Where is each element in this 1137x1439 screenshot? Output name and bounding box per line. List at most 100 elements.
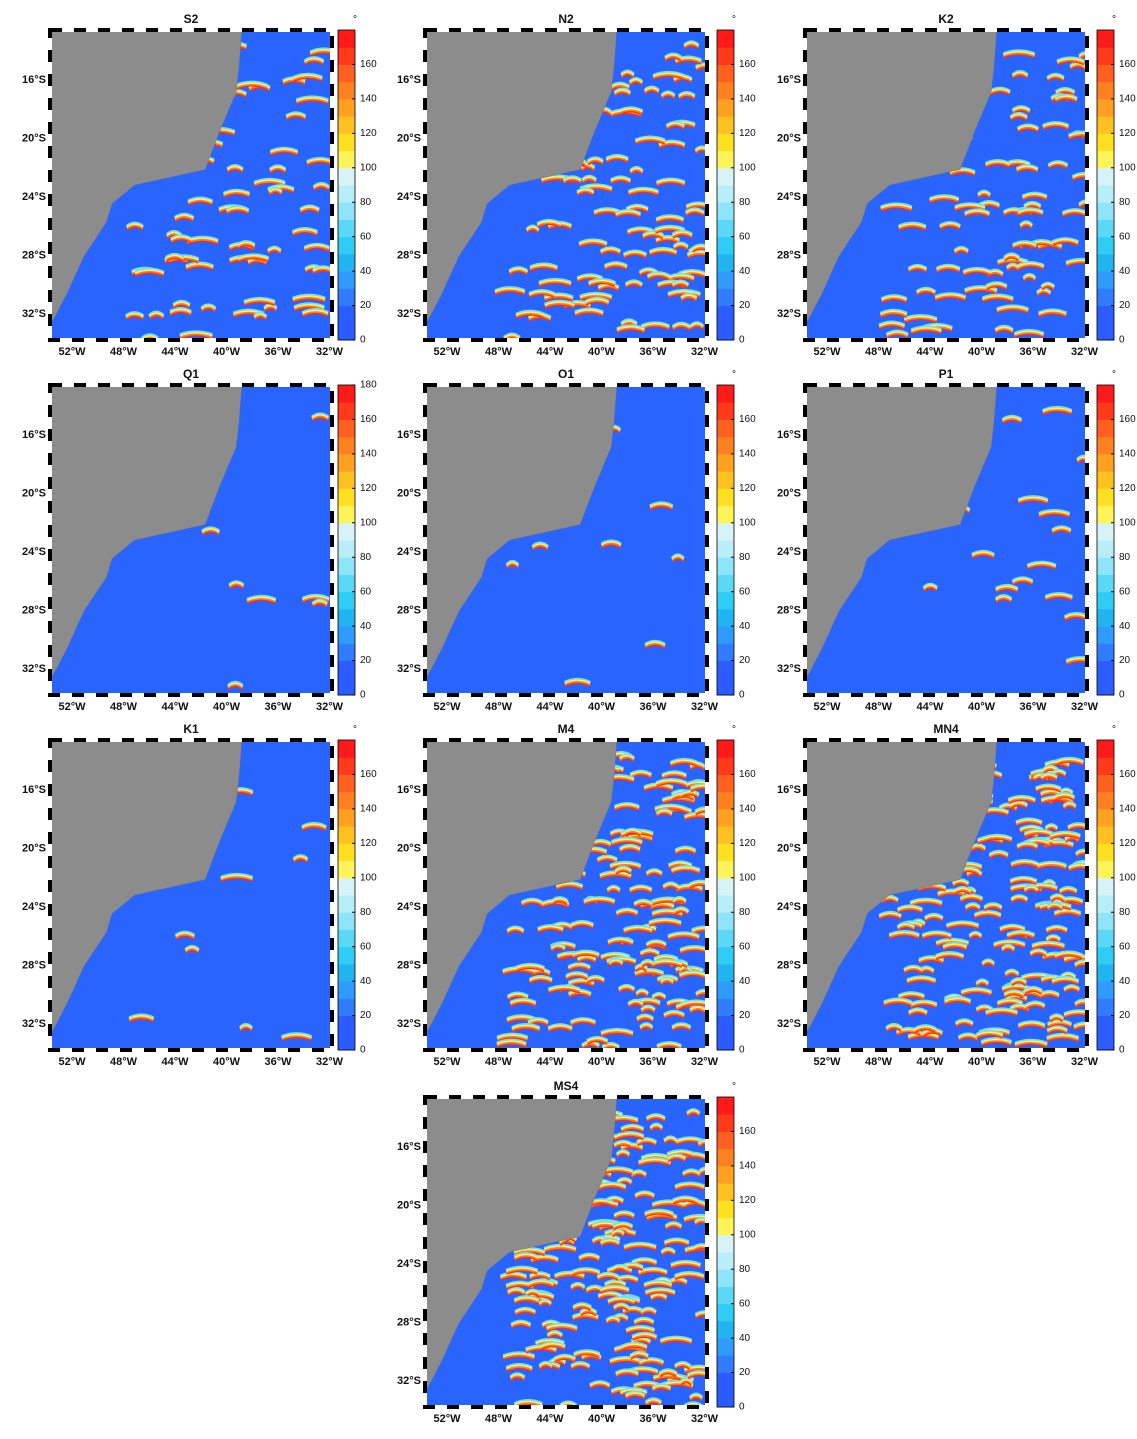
colorbar-band [338, 99, 355, 117]
colorbar-band [1097, 30, 1114, 48]
colorbar-band [717, 523, 734, 541]
colorbar-band [717, 1218, 734, 1236]
colorbar-tick-label: 40 [360, 976, 372, 987]
colorbar-band [338, 471, 355, 489]
colorbar-tick-label: 40 [739, 266, 751, 277]
colorbar-band [1097, 306, 1114, 324]
colorbar-band [1097, 947, 1114, 965]
lat-label: 28°S [397, 604, 421, 616]
lon-label: 52°W [58, 346, 86, 358]
colorbar-unit: ° [353, 725, 357, 736]
colorbar-tick-label: 60 [739, 1298, 751, 1309]
colorbar-tick-label: 100 [360, 517, 377, 528]
colorbar-band [338, 288, 355, 306]
colorbar-tick-label: 160 [739, 1126, 756, 1137]
colorbar-band [338, 385, 355, 403]
colorbar-band [1097, 574, 1114, 592]
lat-label: 28°S [22, 249, 46, 261]
colorbar-band [717, 1131, 734, 1149]
lat-label: 16°S [22, 74, 46, 86]
lat-label: 16°S [777, 784, 801, 796]
colorbar-tick-label: 60 [739, 941, 751, 952]
colorbar-band [717, 323, 734, 341]
colorbar-unit: ° [1112, 370, 1116, 381]
colorbar-band [717, 1114, 734, 1132]
colorbar-tick-label: 40 [739, 976, 751, 987]
colorbar-band [1097, 219, 1114, 237]
colorbar-tick-label: 20 [739, 1367, 751, 1378]
colorbar-band [717, 271, 734, 289]
colorbar-band [1097, 609, 1114, 627]
colorbar-band [717, 540, 734, 558]
lon-label: 36°W [639, 346, 667, 358]
lon-label: 48°W [485, 1056, 513, 1068]
colorbar-unit: ° [732, 725, 736, 736]
colorbar-band [1097, 454, 1114, 472]
colorbar-band [717, 133, 734, 151]
lon-label: 44°W [536, 701, 564, 713]
colorbar-band [717, 1149, 734, 1167]
lat-label: 32°S [777, 1018, 801, 1030]
colorbar-band [1097, 626, 1114, 644]
colorbar-band [338, 323, 355, 341]
colorbar-band [717, 237, 734, 255]
colorbar-band [338, 929, 355, 947]
colorbar-tick-label: 40 [1119, 976, 1131, 987]
colorbar-band [717, 454, 734, 472]
lon-label: 36°W [264, 1056, 292, 1068]
lat-label: 32°S [397, 663, 421, 675]
colorbar-tick-label: 80 [739, 552, 751, 563]
panel-title: M4 [558, 722, 575, 736]
colorbar-band [338, 1016, 355, 1034]
colorbar-band [338, 185, 355, 203]
colorbar-band [1097, 64, 1114, 82]
colorbar-band [717, 661, 734, 679]
colorbar-band [1097, 506, 1114, 524]
colorbar-band [717, 1286, 734, 1304]
colorbar-tick-label: 140 [739, 1161, 756, 1172]
colorbar-band [338, 661, 355, 679]
map-panel: K216°S20°S24°S28°S32°S52°W48°W44°W40°W36… [777, 12, 1136, 358]
colorbar-tick-label: 20 [739, 655, 751, 666]
lat-label: 20°S [22, 132, 46, 144]
lon-label: 48°W [110, 1056, 138, 1068]
colorbar-band [1097, 540, 1114, 558]
map-panel: MS416°S20°S24°S28°S32°S52°W48°W44°W40°W3… [397, 1079, 756, 1425]
colorbar-tick-label: 140 [1119, 449, 1136, 460]
colorbar-band [1097, 1033, 1114, 1051]
lat-label: 28°S [397, 959, 421, 971]
colorbar-band [1097, 557, 1114, 575]
colorbar-band [338, 116, 355, 134]
colorbar-band [717, 1269, 734, 1287]
colorbar-band [338, 609, 355, 627]
colorbar-band [717, 1097, 734, 1115]
colorbar-band [338, 151, 355, 169]
colorbar-band [1097, 271, 1114, 289]
colorbar-tick-label: 140 [1119, 94, 1136, 105]
colorbar-unit: ° [732, 15, 736, 26]
panel-title: O1 [558, 367, 574, 381]
colorbar-band [338, 557, 355, 575]
lon-label: 36°W [639, 1056, 667, 1068]
colorbar-band [1097, 757, 1114, 775]
lat-label: 24°S [777, 546, 801, 558]
colorbar-tick-label: 120 [739, 128, 756, 139]
lon-label: 52°W [433, 346, 461, 358]
lon-label: 36°W [264, 346, 292, 358]
lon-label: 32°W [1071, 701, 1099, 713]
map-panel: S216°S20°S24°S28°S32°S52°W48°W44°W40°W36… [22, 12, 377, 358]
colorbar-tick-label: 80 [1119, 197, 1131, 208]
colorbar-unit: ° [732, 1082, 736, 1093]
map-panel: M416°S20°S24°S28°S32°S52°W48°W44°W40°W36… [397, 722, 756, 1068]
colorbar-band [338, 757, 355, 775]
colorbar-band [1097, 151, 1114, 169]
lon-label: 44°W [916, 346, 944, 358]
colorbar-tick-label: 100 [360, 162, 377, 173]
lon-label: 52°W [433, 1413, 461, 1425]
lon-label: 32°W [691, 1413, 719, 1425]
colorbar-tick-label: 0 [360, 335, 366, 346]
colorbar-tick-label: 40 [1119, 621, 1131, 632]
colorbar-tick-label: 140 [1119, 804, 1136, 815]
